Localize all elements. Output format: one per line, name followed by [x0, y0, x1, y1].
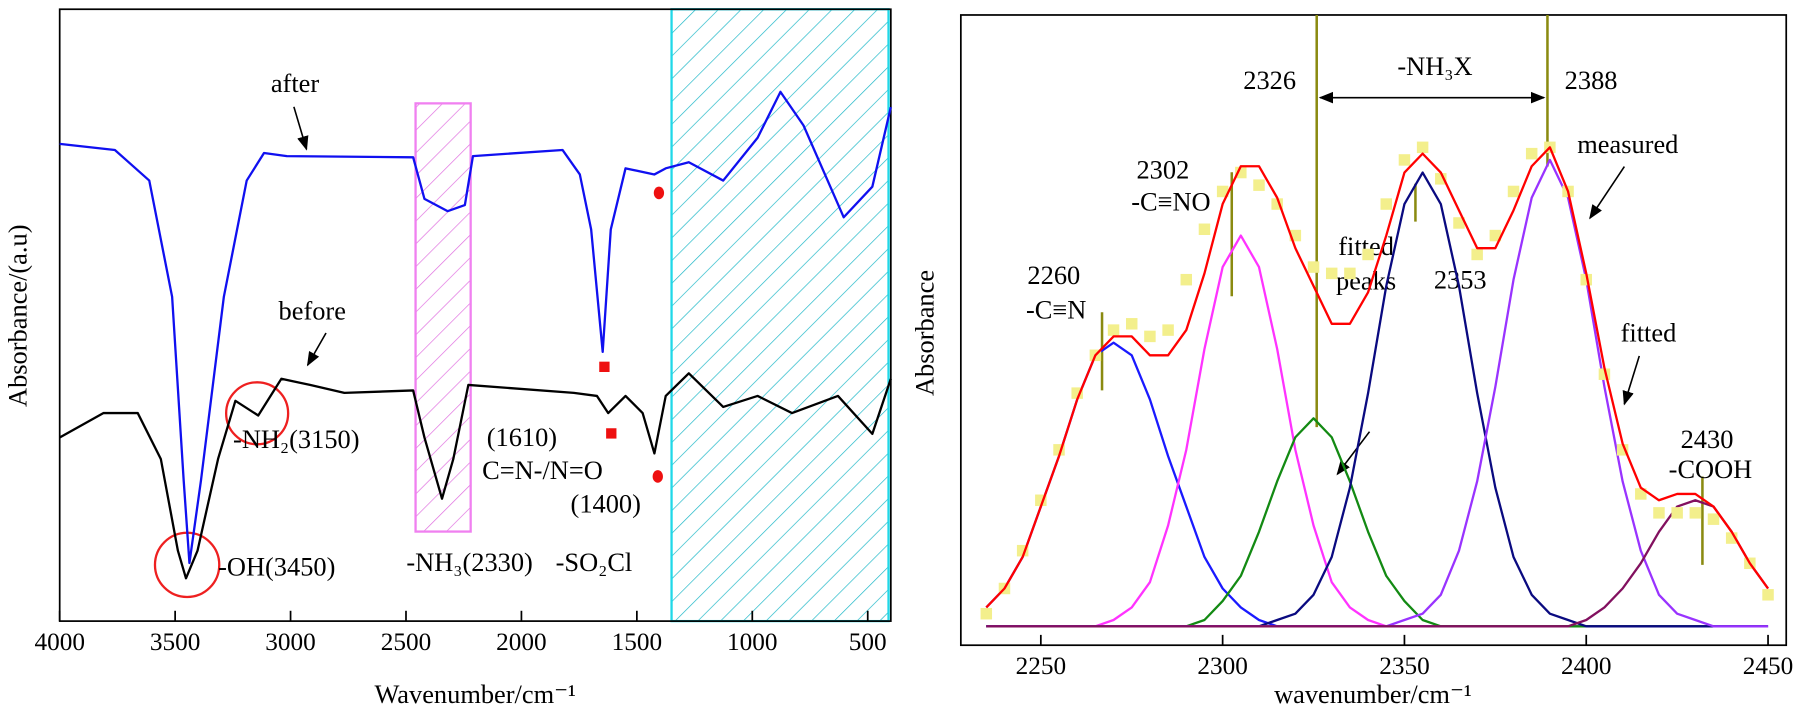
series-line — [986, 499, 1769, 628]
annotation: C=N-/N=O — [482, 455, 603, 485]
data-point — [1598, 368, 1611, 380]
data-point — [1725, 532, 1738, 544]
data-point — [1235, 166, 1247, 179]
data-point — [1380, 198, 1392, 210]
x-tick-label: 2400 — [1561, 652, 1612, 680]
x-tick-label: 1000 — [727, 628, 778, 656]
series-label: after — [271, 68, 320, 98]
x-tick-label: 2300 — [1197, 652, 1247, 680]
x-tick-label: 2350 — [1379, 652, 1430, 680]
data-point — [1689, 507, 1702, 519]
x-tick-label: 3000 — [265, 628, 316, 656]
annotation: -C≡N — [1026, 294, 1086, 324]
plot-frame — [58, 8, 892, 622]
data-point — [1453, 217, 1465, 229]
arrow — [293, 106, 309, 151]
series-label: before — [279, 296, 346, 326]
arrow — [1336, 431, 1371, 476]
x-tick-label: 3500 — [150, 628, 201, 656]
data-point — [1071, 387, 1083, 399]
data-point — [1053, 444, 1065, 456]
data-point — [1162, 324, 1174, 336]
annotation: fitted peaks — [1336, 231, 1397, 296]
y-axis-label: Absorbance — [910, 270, 940, 396]
series-label: fitted — [1621, 317, 1677, 347]
data-point — [1671, 507, 1683, 519]
data-point — [1125, 318, 1138, 330]
data-point — [1416, 141, 1429, 154]
data-point — [1435, 173, 1447, 185]
annotation: 2430 — [1681, 424, 1734, 454]
data-point — [1107, 324, 1120, 336]
annotation: -COOH — [1669, 454, 1753, 484]
peak-marker — [599, 361, 610, 372]
data-point — [1289, 229, 1302, 242]
data-point — [1635, 488, 1647, 500]
peak-marker — [653, 186, 665, 200]
annotation: -OH(3450) — [218, 552, 335, 582]
annotation: 2260 — [1027, 260, 1080, 290]
annotation: (1610) — [487, 422, 557, 452]
data-point — [1271, 198, 1283, 210]
highlight-circle — [225, 381, 290, 446]
x-tick-label: 2450 — [1743, 652, 1794, 680]
annotation: 2326 — [1243, 65, 1296, 95]
data-point — [980, 607, 993, 620]
hatch-region — [670, 8, 890, 623]
annotation: 2388 — [1565, 65, 1618, 95]
data-point — [1198, 223, 1211, 235]
data-point — [1580, 273, 1592, 286]
annotation: (1400) — [571, 488, 641, 518]
x-tick-label: 2000 — [496, 628, 547, 656]
annotation: -C≡NO — [1131, 186, 1210, 216]
x-tick-label: 1500 — [612, 628, 663, 656]
data-point — [1471, 248, 1483, 261]
data-point — [1180, 273, 1193, 286]
data-point — [1525, 147, 1538, 160]
data-point — [1307, 261, 1320, 273]
data-point — [1325, 267, 1338, 280]
annotation: -NH₃X — [1397, 51, 1472, 81]
data-point — [1035, 494, 1047, 506]
annotation: -NH₃(2330) — [406, 547, 532, 577]
data-point — [1707, 513, 1720, 525]
series-label: measured — [1577, 129, 1678, 159]
x-tick-label: 500 — [849, 628, 887, 656]
x-tick-label: 2500 — [381, 628, 432, 656]
arrow — [1589, 166, 1626, 220]
hatch-region — [414, 102, 472, 533]
peak-marker — [652, 470, 663, 483]
y-axis-label: Absorbance/(a.u) — [3, 225, 33, 407]
data-point — [1398, 154, 1411, 166]
data-point — [1489, 229, 1502, 242]
data-point — [1344, 267, 1356, 280]
peak-marker — [606, 428, 617, 439]
x-tick-label: 4000 — [34, 628, 85, 656]
annotation: -NH₂(3150) — [233, 424, 359, 454]
data-point — [1016, 544, 1029, 557]
data-point — [1507, 185, 1520, 198]
annotation: -SO₂Cl — [556, 547, 633, 577]
x-axis-label: wavenumber/cm⁻¹ — [1274, 679, 1472, 709]
data-point — [1762, 589, 1774, 601]
series-line — [59, 90, 892, 565]
data-point — [1616, 444, 1629, 456]
plot-frame — [959, 14, 1788, 647]
x-tick-label: 2250 — [1016, 652, 1066, 680]
data-point — [1362, 248, 1374, 261]
series-line — [986, 417, 1769, 628]
data-point — [1653, 507, 1665, 519]
data-point — [1253, 179, 1265, 191]
series-line — [985, 341, 1769, 628]
data-point — [1216, 185, 1229, 198]
arrow — [306, 332, 327, 367]
arrow — [1622, 355, 1641, 406]
x-axis-label: Wavenumber/cm⁻¹ — [375, 679, 576, 709]
annotation: 2302 — [1136, 154, 1189, 184]
series-line — [59, 372, 892, 580]
series-line — [985, 146, 1769, 609]
data-point — [1144, 330, 1156, 343]
